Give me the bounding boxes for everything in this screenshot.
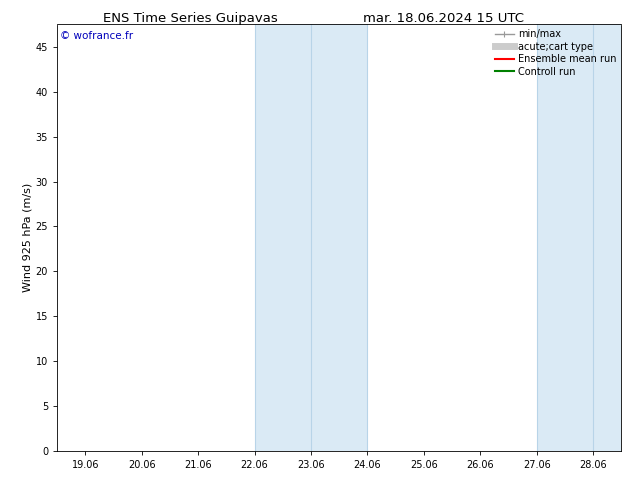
Bar (536, 24, 621, 451)
Bar (255, 24, 368, 451)
Text: mar. 18.06.2024 15 UTC: mar. 18.06.2024 15 UTC (363, 12, 524, 25)
Text: © wofrance.fr: © wofrance.fr (60, 31, 133, 41)
Text: ENS Time Series Guipavas: ENS Time Series Guipavas (103, 12, 278, 25)
Legend: min/max, acute;cart type, Ensemble mean run, Controll run: min/max, acute;cart type, Ensemble mean … (492, 26, 619, 79)
Y-axis label: Wind 925 hPa (m/s): Wind 925 hPa (m/s) (23, 183, 33, 292)
